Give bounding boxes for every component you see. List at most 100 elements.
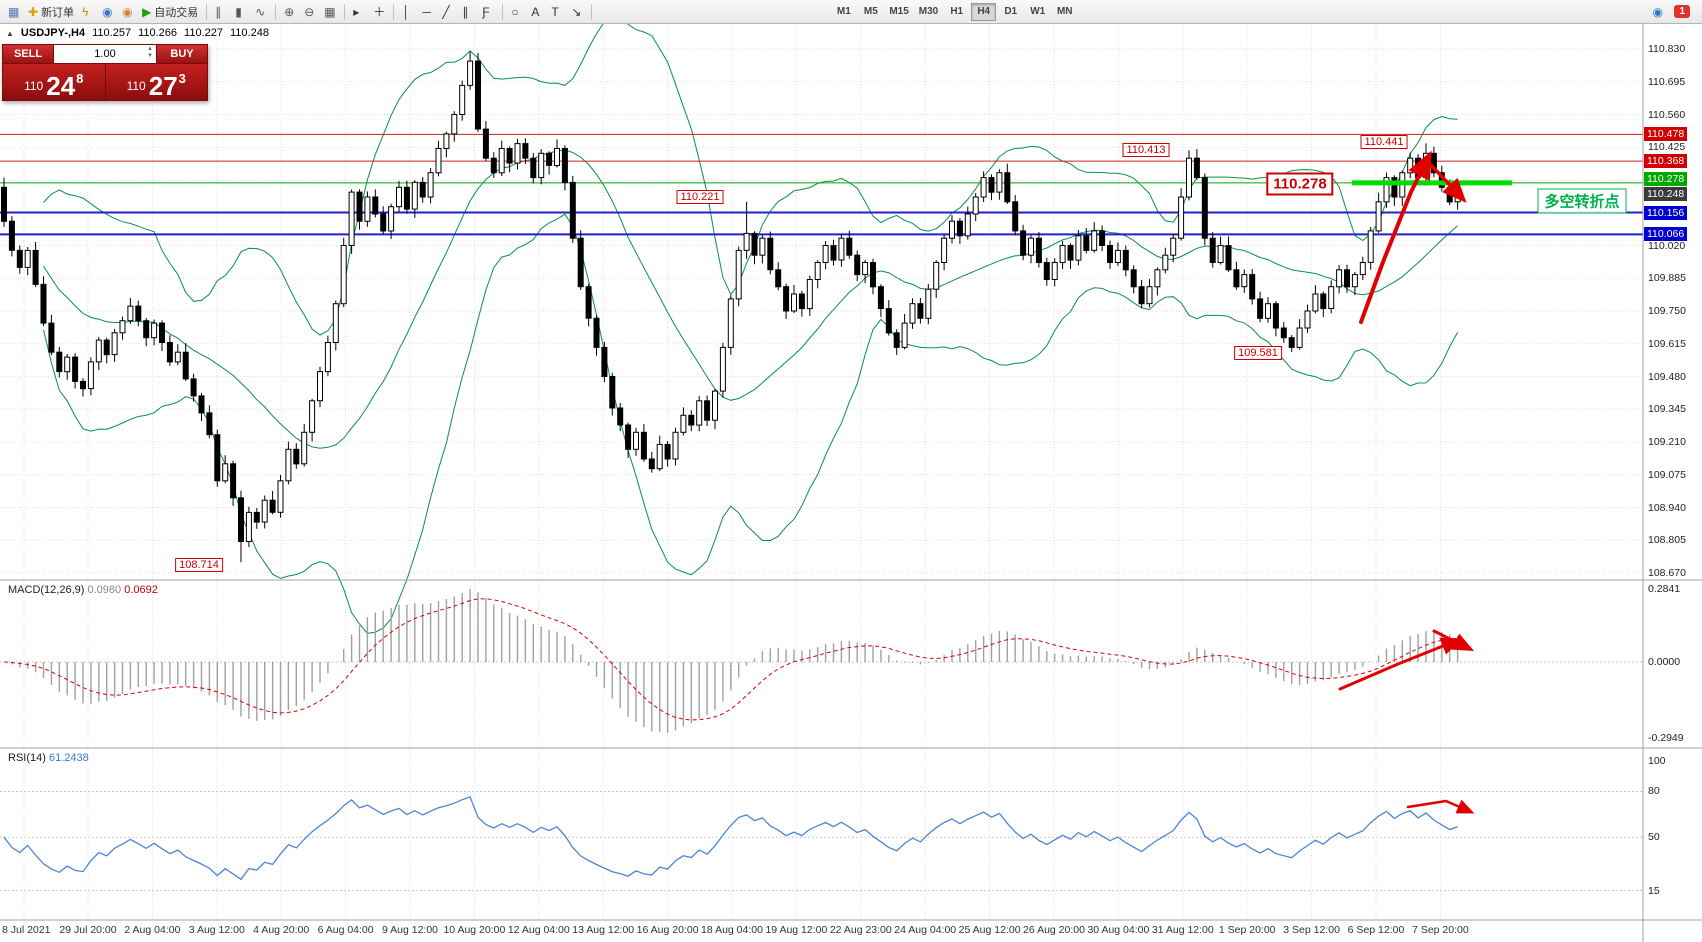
bid-fraction: 8 — [76, 71, 84, 86]
timeframe-mn-button[interactable]: MN — [1052, 3, 1077, 21]
price-axis-tick: 109.480 — [1648, 370, 1686, 383]
cursor-tool-button[interactable]: ▸ — [349, 2, 369, 22]
toolbar-separator — [591, 3, 593, 20]
price-axis-label: 110.478 — [1644, 127, 1688, 142]
toolbar-separator — [502, 3, 504, 20]
macd-histogram — [11, 589, 1459, 733]
time-axis-label: 30 Aug 04:00 — [1087, 924, 1150, 936]
time-axis-label: 19 Aug 12:00 — [765, 924, 828, 936]
buy-button[interactable]: BUY — [156, 44, 208, 64]
price-callout[interactable]: 108.714 — [175, 558, 223, 572]
shapes-tool-button[interactable]: ○ — [507, 2, 527, 22]
annotation-arrows[interactable] — [1338, 150, 1475, 814]
time-axis-label: 6 Aug 04:00 — [317, 924, 374, 936]
bid-price[interactable]: 110 24 8 — [3, 64, 105, 100]
ask-price[interactable]: 110 27 3 — [106, 64, 208, 100]
macd-main-value: 0.0980 — [87, 584, 122, 596]
trendline-tool-button[interactable]: ╱ — [438, 2, 458, 22]
sound-alerts-button[interactable]: ◉ — [98, 2, 118, 22]
macd-label: MACD(12,26,9) 0.0980 0.0692 — [8, 584, 158, 596]
price-axis-tick: 108.805 — [1648, 534, 1686, 547]
symbol-name: USDJPY-,H4 — [20, 27, 86, 39]
timeframe-buttons: M1 M5 M15 M30 H1 H4 D1 W1 MN — [831, 2, 1077, 21]
one-click-trading-widget: SELL 1.00 ▲ ▼ BUY 110 24 8 110 27 3 — [2, 44, 208, 101]
macd-axis-label: 0.0000 — [1648, 656, 1681, 668]
turning-point-annotation[interactable]: 多空转折点 — [1537, 188, 1627, 214]
zoom-out-icon: ⊖ — [304, 4, 315, 19]
price-callout[interactable]: 110.413 — [1122, 143, 1170, 157]
chart-symbol-icon: ▲ — [6, 28, 14, 38]
text-tool-button[interactable]: A — [527, 2, 547, 22]
tile-windows-button[interactable]: ▦ — [320, 2, 340, 22]
sell-button[interactable]: SELL — [2, 44, 54, 64]
zoom-in-button[interactable]: ⊕ — [280, 2, 300, 22]
vertical-line-tool-button[interactable]: │ — [398, 2, 418, 22]
label-tool-icon: T — [551, 4, 559, 19]
macd-signal-line — [3, 598, 1458, 721]
ohlc-open: 110.257 — [92, 27, 132, 39]
timeframe-w1-button[interactable]: W1 — [1025, 3, 1050, 21]
expert-advisors-button[interactable]: ϟ — [78, 2, 98, 22]
volume-input[interactable]: 1.00 ▲ ▼ — [54, 44, 156, 64]
channel-tool-button[interactable]: ∥ — [458, 2, 478, 22]
timeframe-m5-button[interactable]: M5 — [858, 3, 883, 21]
ohlc-high: 110.266 — [138, 27, 178, 39]
timeframe-d1-button[interactable]: D1 — [998, 3, 1023, 21]
ask-fraction: 3 — [178, 71, 186, 86]
trendline-tool-icon: ╱ — [442, 4, 450, 19]
price-axis-label: 110.066 — [1644, 227, 1688, 242]
new-order-button[interactable]: ✚ 新订单 — [24, 2, 78, 22]
time-axis-label: 12 Aug 04:00 — [507, 924, 570, 936]
crosshair-tool-button[interactable]: ＋ — [369, 2, 389, 22]
time-axis-label: 13 Aug 12:00 — [572, 924, 635, 936]
timeframe-m30-button[interactable]: M30 — [915, 3, 942, 21]
candle-chart-mode-icon: ▮ — [235, 4, 242, 19]
ask-pips: 27 — [148, 70, 178, 101]
rsi-label: RSI(14) 61.2438 — [8, 752, 89, 764]
line-chart-mode-button[interactable]: ∿ — [251, 2, 271, 22]
timeframe-h4-button[interactable]: H4 — [971, 2, 997, 21]
price-callout[interactable]: 110.221 — [676, 190, 724, 204]
notification-badge[interactable]: 1 — [1674, 5, 1690, 18]
horizontal-line-tool-button[interactable]: ─ — [418, 2, 438, 22]
bar-chart-mode-button[interactable]: ∥ — [211, 2, 231, 22]
timeframe-m15-button[interactable]: M15 — [885, 3, 912, 21]
market-news-icon: ◉ — [122, 4, 133, 19]
text-tool-icon: A — [531, 4, 540, 19]
macd-axis-label: 0.2841 — [1648, 583, 1681, 595]
auto-trading-button[interactable]: ▶ 自动交易 — [138, 2, 202, 22]
market-news-button[interactable]: ◉ — [118, 2, 138, 22]
fibonacci-tool-button[interactable]: Ƒ — [478, 2, 498, 22]
time-axis-label: 9 Aug 12:00 — [381, 924, 439, 936]
time-axis-label: 29 Jul 20:00 — [59, 924, 117, 936]
macd-axis-label: -0.2949 — [1648, 732, 1684, 744]
new-chart-button[interactable]: ▦ — [4, 2, 24, 22]
label-tool-button[interactable]: T — [547, 2, 567, 22]
price-axis-label: 110.368 — [1644, 154, 1688, 169]
toolbar-right: ◉ 1 — [1648, 2, 1698, 22]
arrows-tool-button[interactable]: ↘ — [567, 2, 587, 22]
timeframe-h1-button[interactable]: H1 — [944, 3, 969, 21]
arrows-tool-icon: ↘ — [571, 4, 582, 19]
price-axis-tick: 109.210 — [1648, 436, 1686, 448]
price-callout[interactable]: 110.278 — [1266, 172, 1334, 196]
time-axis-label: 1 Sep 20:00 — [1218, 924, 1276, 936]
price-callout[interactable]: 110.441 — [1360, 135, 1408, 149]
community-button[interactable]: ◉ — [1648, 2, 1668, 22]
candle-chart-mode-button[interactable]: ▮ — [231, 2, 251, 22]
volume-spinner[interactable]: ▲ ▼ — [147, 46, 153, 60]
tile-windows-icon: ▦ — [324, 4, 336, 19]
price-callout[interactable]: 109.581 — [1234, 346, 1282, 360]
time-axis-label: 2 Aug 04:00 — [124, 924, 181, 936]
bar-chart-mode-icon: ∥ — [215, 4, 222, 19]
timeframe-m1-button[interactable]: M1 — [831, 3, 856, 21]
zoom-out-button[interactable]: ⊖ — [300, 2, 320, 22]
price-axis-tick: 109.885 — [1648, 272, 1686, 285]
time-axis-label: 4 Aug 20:00 — [253, 924, 310, 936]
shapes-tool-icon: ○ — [511, 4, 519, 19]
time-axis-label: 16 Aug 20:00 — [636, 924, 699, 936]
price-axis-tick: 109.075 — [1648, 468, 1686, 481]
cursor-tool-icon: ▸ — [353, 4, 360, 19]
rsi-line — [3, 796, 1458, 881]
